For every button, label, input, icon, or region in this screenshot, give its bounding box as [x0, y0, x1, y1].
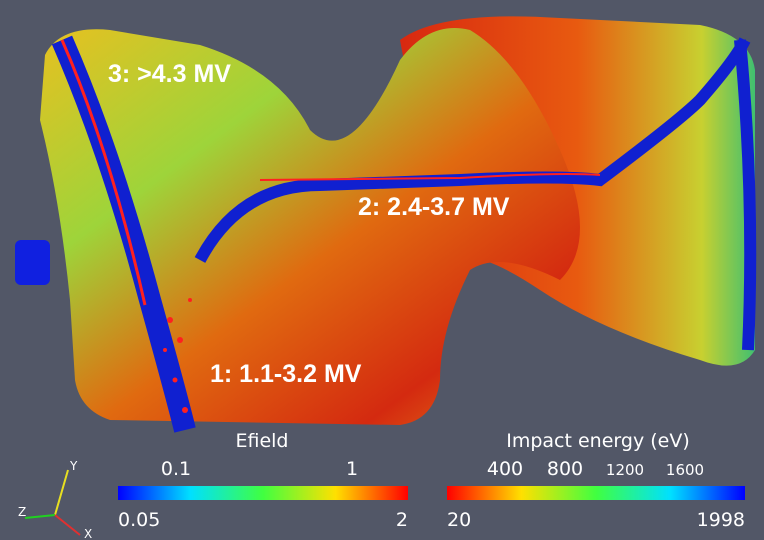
colorbar-tick: 400 — [487, 458, 523, 480]
colorbar-tick: 800 — [547, 458, 583, 480]
colorbar-tick: 1 — [346, 458, 358, 480]
annotation: 1: 1.1-3.2 MV — [210, 360, 362, 388]
colorbar-title: Efield — [235, 430, 288, 452]
colorbar-max: 2 — [396, 509, 408, 531]
colorbar-min: 20 — [447, 509, 471, 531]
colorbar — [118, 486, 408, 500]
colorbar-min: 0.05 — [118, 509, 160, 531]
axis-label: X — [84, 527, 92, 540]
colorbar — [447, 486, 745, 500]
colorbar-tick: 0.1 — [161, 458, 191, 480]
port — [15, 240, 50, 285]
colorbar-max: 1998 — [697, 509, 745, 531]
colorbar-title: Impact energy (eV) — [506, 430, 690, 452]
axes-triad: Y Z X — [18, 459, 92, 540]
scene: 3: >4.3 MV 2: 2.4-3.7 MV 1: 1.1-3.2 MV E… — [0, 0, 764, 540]
annotation: 3: >4.3 MV — [108, 60, 231, 88]
colorbar-tick: 1600 — [666, 461, 704, 479]
annotation: 2: 2.4-3.7 MV — [358, 193, 510, 221]
axis-label: Y — [69, 459, 78, 473]
axis-label: Z — [18, 505, 26, 519]
colorbar-tick: 1200 — [606, 461, 644, 479]
